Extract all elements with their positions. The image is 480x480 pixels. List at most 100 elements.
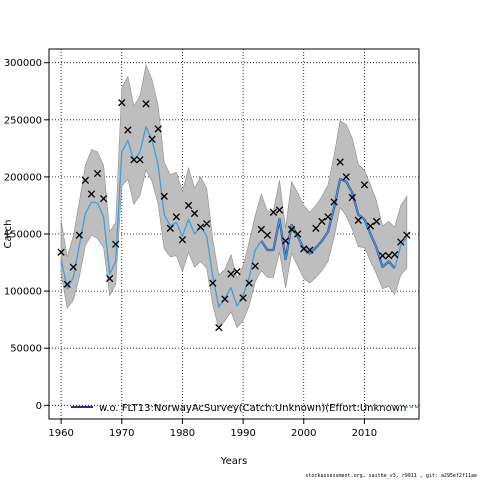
observed-point-stroke (69, 263, 77, 271)
observed-point (184, 201, 193, 210)
observed-point (87, 190, 96, 198)
observed-point (312, 224, 320, 232)
observed-point-stroke (354, 216, 363, 224)
observed-point (378, 252, 387, 260)
x-tick-label: 2000 (291, 428, 316, 439)
observed-point-stroke (124, 126, 132, 134)
observed-point (269, 208, 278, 216)
observed-point-stroke (184, 201, 193, 210)
observed-point-stroke (215, 323, 223, 332)
observed-point-stroke (287, 225, 296, 234)
observed-point (166, 224, 174, 232)
observed-point (360, 181, 369, 189)
y-tick-label: 50000 (10, 344, 42, 355)
observed-point-stroke (336, 158, 344, 166)
observed-point (105, 274, 114, 283)
observed-point-stroke (391, 250, 399, 259)
observed-point (203, 220, 211, 228)
observed-point (330, 198, 338, 206)
axes: 1960 1970 1980 1990 2000 2010 0 50000 100000 1500… (4, 58, 377, 439)
observed-point (281, 237, 290, 245)
observed-point-stroke (378, 252, 387, 260)
observed-point-stroke (360, 181, 369, 189)
observed-point (190, 209, 199, 218)
observed-point-stroke (300, 245, 308, 253)
observed-point-stroke (87, 190, 96, 198)
observed-point-stroke (130, 156, 138, 164)
observed-point (130, 156, 138, 164)
observed-point (178, 236, 187, 244)
observed-point (233, 268, 241, 276)
observed-point (245, 279, 253, 287)
observed-point (348, 193, 356, 202)
x-axis-label: Years (220, 456, 247, 467)
legend-label: w.o. FLT13:NorwayAcSurvey(Catch:Unknown)… (99, 403, 406, 414)
observed-point (391, 250, 399, 259)
observed-point (63, 280, 71, 288)
observed-point (209, 279, 217, 287)
observed-point-stroke (203, 220, 211, 228)
y-axis-label: Catch (3, 220, 14, 249)
observed-point-stroke (154, 125, 162, 133)
observed-point (227, 270, 235, 278)
observed-point-stroke (112, 240, 120, 248)
observed-point-stroke (263, 231, 272, 239)
observed-point (57, 248, 65, 256)
observed-point-stroke (245, 279, 253, 287)
observed-point-stroke (148, 135, 156, 143)
observed-point (142, 100, 150, 108)
observed-point (397, 238, 405, 246)
observed-point (306, 246, 314, 254)
observed-point (342, 173, 350, 181)
observed-point (324, 213, 332, 221)
observed-point (124, 126, 132, 134)
observed-point (148, 135, 156, 143)
y-tick-label: 200000 (4, 172, 42, 183)
observed-point (172, 213, 181, 221)
observed-point-stroke (75, 231, 83, 239)
observed-point (221, 295, 229, 303)
observed-point (239, 294, 247, 302)
y-tick-label: 0 (36, 401, 42, 412)
observed-point-stroke (57, 248, 65, 256)
observed-point-stroke (172, 213, 181, 221)
observed-point (372, 217, 381, 226)
observed-point (300, 245, 308, 253)
observed-point (154, 125, 162, 133)
observed-point (160, 192, 168, 200)
x-tick-label: 1990 (230, 428, 255, 439)
observed-point-stroke (348, 193, 356, 202)
observed-point-stroke (385, 252, 393, 260)
observed-point-stroke (99, 194, 108, 203)
observed-point (93, 169, 102, 178)
y-tick-label: 100000 (4, 287, 42, 298)
observed-point-stroke (239, 294, 247, 302)
observed-point-stroke (403, 231, 411, 239)
observed-point-stroke (366, 222, 375, 230)
observed-point-stroke (251, 262, 259, 270)
observed-point-stroke (63, 280, 71, 288)
observed-point-stroke (324, 213, 332, 221)
observed-point (385, 252, 393, 260)
observed-point-stroke (227, 270, 235, 278)
x-tick-label: 2010 (352, 428, 377, 439)
y-tick-label: 300000 (4, 58, 42, 69)
plot-area (48, 48, 420, 420)
observed-point (403, 231, 411, 239)
series-lines (60, 126, 408, 308)
observed-point-stroke (281, 237, 290, 245)
observed-point (263, 231, 272, 239)
observed-point (318, 217, 326, 226)
observed-point-stroke (233, 268, 241, 276)
observed-point-stroke (81, 176, 90, 184)
observed-point-stroke (294, 230, 302, 238)
observed-point-stroke (269, 208, 278, 216)
observed-point (136, 156, 144, 164)
observed-point (354, 216, 363, 224)
legend: w.o. FLT13:NorwayAcSurvey(Catch:Unknown)… (71, 403, 419, 414)
x-tick-label: 1970 (109, 428, 134, 439)
observed-point-stroke (160, 192, 168, 200)
observed-point-stroke (372, 217, 381, 226)
observed-point (366, 222, 375, 230)
series-line-model (60, 126, 408, 308)
